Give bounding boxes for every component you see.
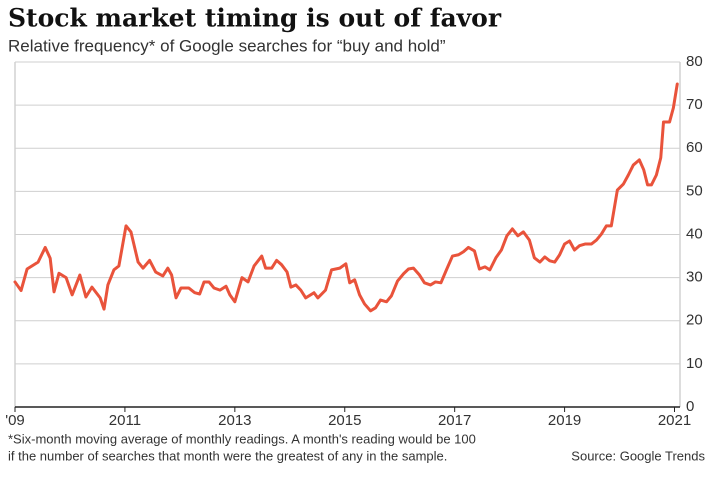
footnote: *Six-month moving average of monthly rea…: [8, 431, 476, 446]
x-tick-label: 2013: [218, 412, 251, 429]
y-tick-label: 0: [686, 398, 694, 415]
y-tick-label: 70: [686, 96, 703, 113]
chart-title: Stock market timing is out of favor: [8, 4, 502, 33]
x-tick-label: 2021: [658, 412, 691, 429]
y-tick-label: 40: [686, 225, 703, 242]
source: Source: Google Trends: [571, 448, 705, 463]
x-tick-label: 2017: [438, 412, 471, 429]
x-tick-label: 2015: [328, 412, 361, 429]
y-tick-label: 30: [686, 269, 703, 286]
chart-subtitle: Relative frequency* of Google searches f…: [8, 36, 446, 55]
x-tick-label: '09: [5, 412, 25, 429]
x-tick-label: 2011: [109, 412, 141, 429]
y-tick-label: 60: [686, 139, 703, 156]
y-tick-label: 10: [686, 355, 703, 372]
footnote: if the number of searches that month wer…: [8, 448, 447, 463]
data-line: [13, 82, 679, 313]
y-tick-label: 20: [686, 312, 703, 329]
y-tick-label: 80: [686, 53, 703, 70]
x-tick-label: 2019: [548, 412, 581, 429]
y-tick-label: 50: [686, 182, 703, 199]
